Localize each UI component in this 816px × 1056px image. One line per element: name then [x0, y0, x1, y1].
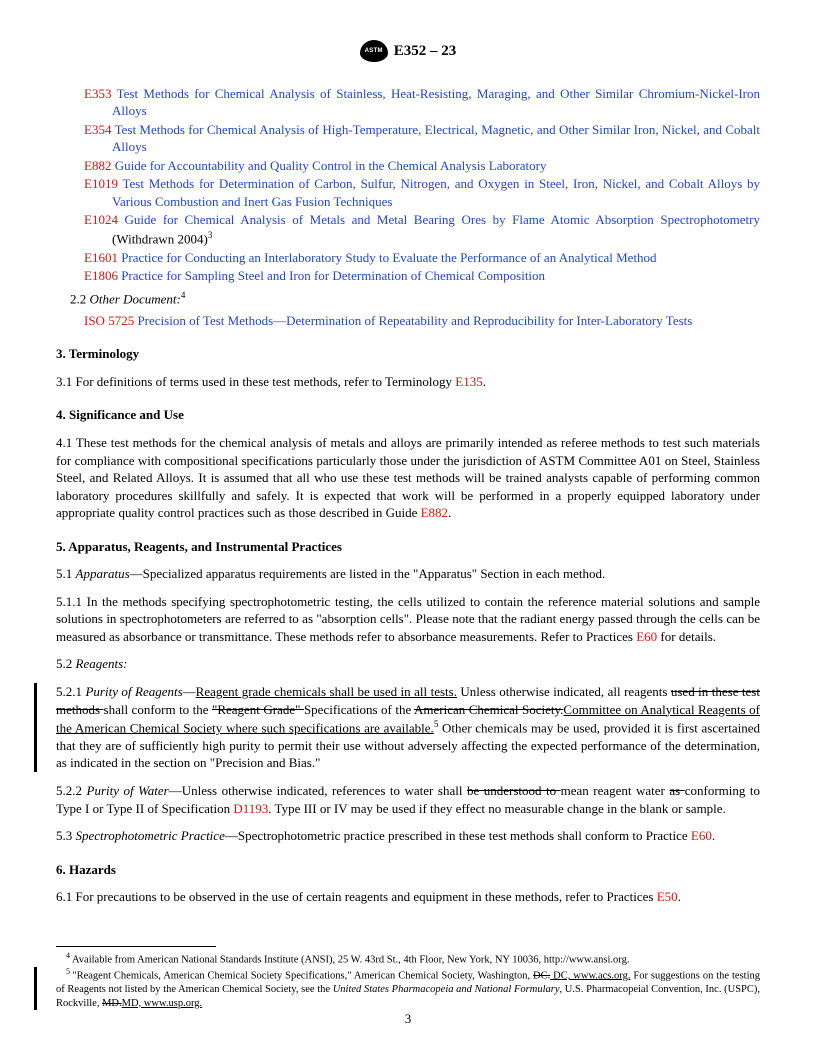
deleted-text: "Reagent Grade" — [212, 702, 304, 717]
ref-title-link[interactable]: Practice for Sampling Steel and Iron for… — [121, 268, 545, 283]
link-d1193[interactable]: D1193 — [233, 801, 268, 816]
ref-code-link[interactable]: E353 — [84, 86, 111, 101]
deleted-text: DC. — [533, 970, 550, 981]
para-5-3: 5.3 Spectrophotometric Practice—Spectrop… — [56, 827, 760, 845]
ref-item: E1601 Practice for Conducting an Interla… — [84, 249, 760, 267]
footnote-5: 5 "Reagent Chemicals, American Chemical … — [56, 967, 760, 1010]
ref-code-link[interactable]: E1601 — [84, 250, 118, 265]
ref-title-link[interactable]: Practice for Conducting an Interlaborato… — [121, 250, 656, 265]
para-5-3-name: Spectrophotometric Practice — [76, 828, 225, 843]
section-4-head: 4. Significance and Use — [56, 406, 760, 424]
link-e135[interactable]: E135 — [455, 374, 482, 389]
section-6-head: 6. Hazards — [56, 861, 760, 879]
ref-title-link[interactable]: Precision of Test Methods—Determination … — [137, 313, 692, 328]
ref-title-link[interactable]: Test Methods for Chemical Analysis of Hi… — [112, 122, 760, 155]
footnote-rule — [56, 946, 216, 947]
footnote-4: 4 Available from American National Stand… — [56, 951, 760, 967]
ref-item: E354 Test Methods for Chemical Analysis … — [84, 121, 760, 156]
para-3-1: 3.1 For definitions of terms used in the… — [56, 373, 760, 391]
ref-code-link[interactable]: ISO 5725 — [84, 313, 134, 328]
ref-suffix: (Withdrawn 2004) — [112, 231, 208, 246]
ref-item: E353 Test Methods for Chemical Analysis … — [84, 85, 760, 120]
ref-title-link[interactable]: Test Methods for Chemical Analysis of St… — [112, 86, 760, 119]
ref-code-link[interactable]: E1024 — [84, 212, 118, 227]
para-5-1: 5.1 Apparatus—Specialized apparatus requ… — [56, 565, 760, 583]
subsection-2-2: 2.2 Other Document:4 — [70, 289, 760, 308]
link-e60-2[interactable]: E60 — [691, 828, 712, 843]
link-e60[interactable]: E60 — [636, 629, 657, 644]
iso-reference: ISO 5725 Precision of Test Methods—Deter… — [56, 312, 760, 330]
astm-logo-icon — [360, 40, 388, 62]
ref-item: ISO 5725 Precision of Test Methods—Deter… — [84, 312, 760, 330]
para-5-1-1: 5.1.1 In the methods specifying spectrop… — [56, 593, 760, 646]
para-5-2-label: Reagents: — [76, 656, 128, 671]
deleted-text: American Chemical Society. — [414, 702, 563, 717]
inserted-text: MD, www.usp.org. — [122, 998, 203, 1009]
para-5-2-1-name: Purity of Reagents — [85, 684, 182, 699]
section-5-head: 5. Apparatus, Reagents, and Instrumental… — [56, 538, 760, 556]
subsec-number: 2.2 — [70, 291, 86, 306]
para-6-1: 6.1 For precautions to be observed in th… — [56, 888, 760, 906]
footnotes: 4 Available from American National Stand… — [56, 951, 760, 1011]
para-5-2: 5.2 Reagents: — [56, 655, 760, 673]
ref-sup: 3 — [208, 230, 213, 240]
para-4-1: 4.1 These test methods for the chemical … — [56, 434, 760, 522]
deleted-text: as — [669, 783, 684, 798]
para-5-2-2: 5.2.2 Purity of Water—Unless otherwise i… — [56, 782, 760, 817]
reference-list: E353 Test Methods for Chemical Analysis … — [56, 85, 760, 285]
ref-code-link[interactable]: E354 — [84, 122, 111, 137]
para-5-1-label: Apparatus — [76, 566, 130, 581]
ref-code-link[interactable]: E882 — [84, 158, 111, 173]
ref-title-link[interactable]: Guide for Accountability and Quality Con… — [115, 158, 547, 173]
ref-item: E1806 Practice for Sampling Steel and Ir… — [84, 267, 760, 285]
subsec-sup: 4 — [181, 290, 186, 300]
inserted-text: Reagent grade chemicals shall be used in… — [196, 684, 457, 699]
ref-item: E882 Guide for Accountability and Qualit… — [84, 157, 760, 175]
document-number: E352 – 23 — [394, 41, 457, 61]
para-5-2-1: 5.2.1 Purity of Reagents—Reagent grade c… — [56, 683, 760, 772]
page-header: E352 – 23 — [56, 40, 760, 67]
ref-item: E1019 Test Methods for Determination of … — [84, 175, 760, 210]
ref-code-link[interactable]: E1806 — [84, 268, 118, 283]
section-3-head: 3. Terminology — [56, 345, 760, 363]
deleted-text: MD. — [102, 998, 122, 1009]
subsec-title: Other Document: — [90, 291, 181, 306]
ref-code-link[interactable]: E1019 — [84, 176, 118, 191]
inserted-text: DC, www.acs.org. — [550, 970, 630, 981]
ref-title-link[interactable]: Test Methods for Determination of Carbon… — [112, 176, 760, 209]
page-number: 3 — [0, 1010, 816, 1028]
ref-title-link[interactable]: Guide for Chemical Analysis of Metals an… — [125, 212, 761, 227]
para-5-2-2-name: Purity of Water — [87, 783, 169, 798]
link-e882[interactable]: E882 — [421, 505, 448, 520]
ref-item: E1024 Guide for Chemical Analysis of Met… — [84, 211, 760, 247]
deleted-text: be understood to — [467, 783, 561, 798]
link-e50[interactable]: E50 — [657, 889, 678, 904]
